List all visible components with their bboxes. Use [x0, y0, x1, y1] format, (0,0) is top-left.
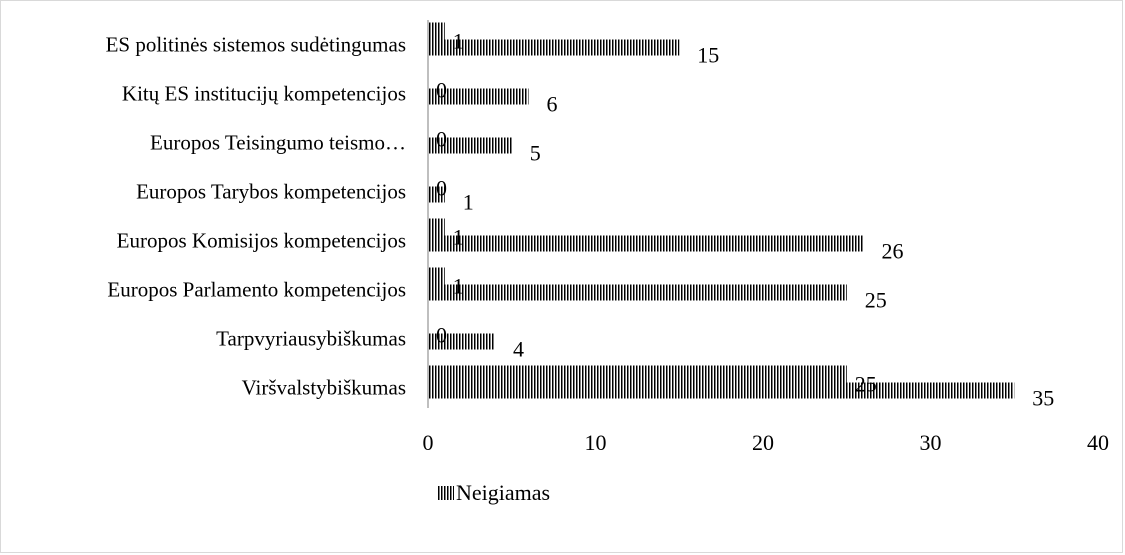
legend-swatch-neigiamas — [438, 486, 454, 500]
bar-main — [428, 235, 864, 252]
data-label-neigiamas: 25 — [855, 372, 877, 397]
x-tick-label: 0 — [423, 430, 434, 455]
data-label-main: 1 — [463, 190, 474, 215]
category-label: ES politinės sistemos sudėtingumas — [106, 33, 406, 57]
category-label: Viršvalstybiškumas — [242, 376, 406, 400]
data-label-main: 25 — [865, 288, 887, 313]
data-label-neigiamas: 1 — [453, 274, 464, 299]
bar-main — [428, 333, 495, 350]
data-label-main: 35 — [1032, 386, 1054, 411]
bar-main — [428, 284, 847, 301]
x-tick-label: 40 — [1087, 430, 1109, 455]
data-label-neigiamas: 1 — [453, 225, 464, 250]
category-label: Tarpvyriausybiškumas — [216, 327, 406, 351]
data-label-main: 5 — [530, 141, 541, 166]
bar-main — [428, 382, 1015, 399]
bar-main — [428, 137, 512, 154]
x-tick-label: 30 — [920, 430, 942, 455]
category-label: Kitų ES institucijų kompetencijos — [122, 82, 406, 106]
series-main-bars — [428, 39, 1015, 399]
bar-neigiamas — [428, 22, 445, 44]
legend: Neigiamas — [438, 480, 550, 505]
x-axis-tick-labels: 0 10 20 30 40 — [423, 430, 1110, 455]
data-label-main: 6 — [547, 92, 558, 117]
category-label: Europos Tarybos kompetencijos — [136, 180, 406, 204]
series-neigiamas-bars — [428, 22, 847, 387]
category-label: Europos Komisijos kompetencijos — [117, 229, 406, 253]
x-tick-label: 20 — [752, 430, 774, 455]
data-label-main: 4 — [513, 337, 524, 362]
data-label-neigiamas: 0 — [436, 127, 447, 152]
bar-neigiamas — [428, 365, 847, 387]
legend-label-neigiamas: Neigiamas — [456, 480, 550, 505]
bar-main — [428, 39, 680, 56]
bar-neigiamas — [428, 218, 445, 240]
data-label-neigiamas: 0 — [436, 176, 447, 201]
data-label-neigiamas: 0 — [436, 323, 447, 348]
data-label-neigiamas: 1 — [453, 29, 464, 54]
category-label: Europos Parlamento kompetencijos — [107, 278, 406, 302]
bar-main — [428, 186, 445, 203]
bar-main — [428, 88, 529, 105]
category-labels: ES politinės sistemos sudėtingumas Kitų E… — [106, 33, 406, 400]
x-tick-label: 10 — [585, 430, 607, 455]
category-label: Europos Teisingumo teismo… — [150, 131, 406, 155]
data-label-neigiamas: 0 — [436, 78, 447, 103]
data-label-main: 26 — [882, 239, 904, 264]
bar-neigiamas — [428, 267, 445, 289]
data-label-main: 15 — [697, 43, 719, 68]
